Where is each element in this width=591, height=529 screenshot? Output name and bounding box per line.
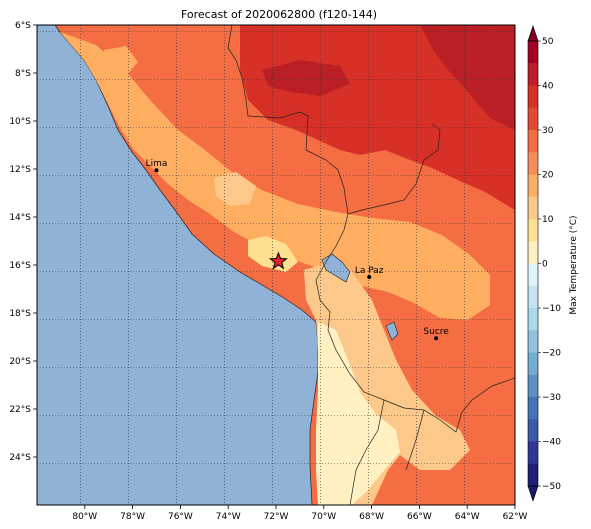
city-label: La Paz (355, 266, 384, 276)
lon-tick-label: 78°W (120, 512, 145, 522)
lon-tick-label: 62°W (503, 512, 528, 522)
graticule (37, 25, 515, 505)
city-label: Lima (146, 159, 168, 169)
colorbar-extend-bottom (527, 485, 539, 502)
colorbar-swatch (528, 330, 538, 353)
hot-pocket-central (262, 60, 350, 96)
colorbar-swatch (528, 196, 538, 220)
colorbar-swatch (528, 263, 538, 287)
lon-tick-label: 76°W (168, 512, 193, 522)
mild-zone-west (60, 32, 490, 320)
lake-poopo (385, 321, 399, 341)
city-layer: Lima La Paz Sucre (146, 159, 449, 341)
lon-tick-label: 74°W (216, 512, 241, 522)
cold-patch-highland (248, 236, 298, 272)
colorbar-swatch (528, 63, 538, 86)
lat-tick-label: 22°S (9, 405, 31, 415)
cool-patch-yungas (214, 172, 256, 206)
lon-tick-label: 70°W (311, 512, 336, 522)
colorbar-tick-label: 20 (542, 171, 554, 181)
colorbar-swatch (528, 219, 538, 242)
colorbar-tick-label: −10 (542, 304, 561, 314)
colorbar: 50 40 30 20 10 0 −10 −20 −30 −40 −50 (527, 25, 561, 502)
map-area: Lima La Paz Sucre (37, 25, 515, 505)
lat-tick-label: 14°S (9, 213, 31, 223)
hottest-core (420, 25, 515, 130)
colorbar-swatch (528, 241, 538, 264)
lat-tick-label: 24°S (9, 453, 31, 463)
colorbar-swatch (528, 308, 538, 331)
lat-tick-label: 6°S (15, 21, 31, 31)
latitude-axis: 6°S 8°S 10°S 12°S 14°S 16°S 18°S 20°S 22°S 24°S (9, 21, 37, 463)
colorbar-swatch (528, 419, 538, 442)
colorbar-extend-top (527, 25, 539, 42)
lat-tick-label: 20°S (9, 357, 31, 367)
lake-titicaca (321, 253, 351, 283)
colorbar-tick-label: −40 (542, 438, 561, 448)
lon-tick-label: 68°W (359, 512, 384, 522)
colorbar-swatch (528, 174, 538, 198)
lat-tick-label: 8°S (15, 69, 31, 79)
colorbar-tick-label: 10 (542, 215, 554, 225)
lon-tick-label: 64°W (455, 512, 480, 522)
colorbar-swatch (528, 397, 538, 420)
colorbar-tick-label: 40 (542, 82, 554, 92)
lon-tick-label: 80°W (72, 512, 97, 522)
city-label: Sucre (423, 327, 449, 337)
colorbar-label: Max Temperature (°C) (569, 215, 579, 314)
colorbar-tick-label: 50 (542, 37, 554, 47)
location-star-marker (268, 251, 288, 270)
colorbar-swatch (528, 441, 538, 465)
colorbar-swatch (528, 85, 538, 109)
city-dot (154, 168, 159, 173)
colorbar-swatch (528, 130, 538, 153)
colorbar-tick-label: 0 (542, 260, 548, 270)
colorbar-swatch (528, 152, 538, 175)
colorbar-swatch (528, 107, 538, 131)
colorbar-swatch (528, 463, 538, 487)
lat-tick-label: 10°S (9, 117, 31, 127)
mild-patch-north (104, 46, 138, 76)
colorbar-tick-label: 30 (542, 126, 554, 136)
colorbar-swatch (528, 352, 538, 376)
lon-tick-label: 72°W (264, 512, 289, 522)
map-title: Forecast of 2020062800 (f120-144) (181, 8, 377, 21)
colorbar-swatch (528, 374, 538, 398)
lat-tick-label: 16°S (9, 261, 31, 271)
city-dot (367, 275, 372, 279)
marker-layer (268, 251, 288, 270)
lat-tick-label: 18°S (9, 309, 31, 319)
colorbar-swatch (528, 41, 538, 64)
colorbar-tick-label: −20 (542, 349, 561, 359)
lon-tick-label: 66°W (407, 512, 432, 522)
colorbar-tick-label: −30 (542, 393, 561, 403)
colorbar-tick-label: −50 (542, 482, 561, 492)
city-dot (434, 336, 439, 341)
colorbar-swatch (528, 285, 538, 309)
longitude-axis: 80°W 78°W 76°W 74°W 72°W 70°W 68°W 66°W 64°W 62°W (72, 505, 528, 522)
lat-tick-label: 12°S (9, 165, 31, 175)
country-borders (227, 25, 515, 505)
